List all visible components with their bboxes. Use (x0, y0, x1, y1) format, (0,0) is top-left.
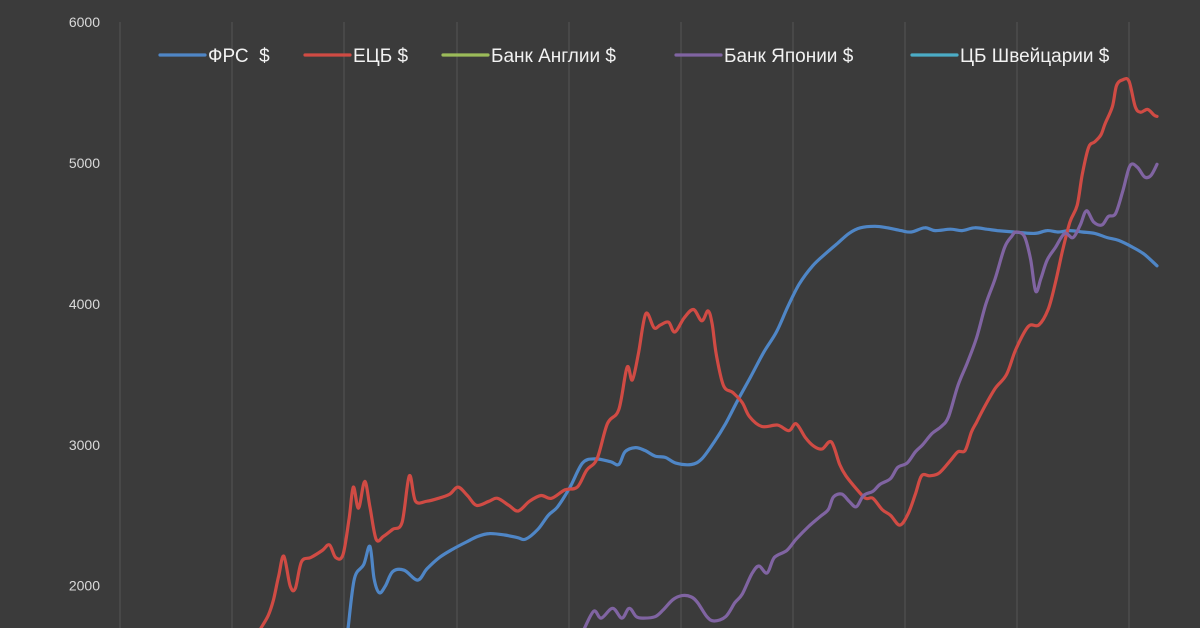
series-line-0 (346, 224, 1159, 628)
vertical-gridlines (119, 22, 1130, 628)
y-tick-label: 5000 (69, 155, 100, 171)
legend-label: ЦБ Швейцарии $ (960, 46, 1110, 67)
legend-label: Банк Японии $ (724, 46, 854, 67)
legend-item-1: ЕЦБ $ (303, 46, 408, 67)
y-tick-label: 4000 (69, 296, 100, 312)
y-tick-label: 3000 (69, 437, 100, 453)
legend-item-3: Банк Японии $ (674, 46, 854, 67)
legend-label: ФРС $ (208, 46, 270, 67)
series-line-3 (583, 162, 1159, 628)
legend-label: ЕЦБ $ (353, 46, 408, 67)
legend-label: Банк Англии $ (491, 46, 616, 67)
y-axis: 2000 3000 4000 5000 6000 (69, 14, 100, 594)
series-lines (259, 76, 1159, 628)
series-line-1 (259, 76, 1159, 628)
legend-item-4: ЦБ Швейцарии $ (910, 46, 1110, 67)
legend-item-2: Банк Англии $ (441, 46, 616, 67)
y-tick-label: 6000 (69, 14, 100, 30)
legend: ФРС $ ЕЦБ $ Банк Англии $ Банк Японии $ ЦБ Ш… (158, 46, 1110, 67)
legend-item-0: ФРС $ (158, 46, 270, 67)
y-tick-label: 2000 (69, 578, 100, 594)
